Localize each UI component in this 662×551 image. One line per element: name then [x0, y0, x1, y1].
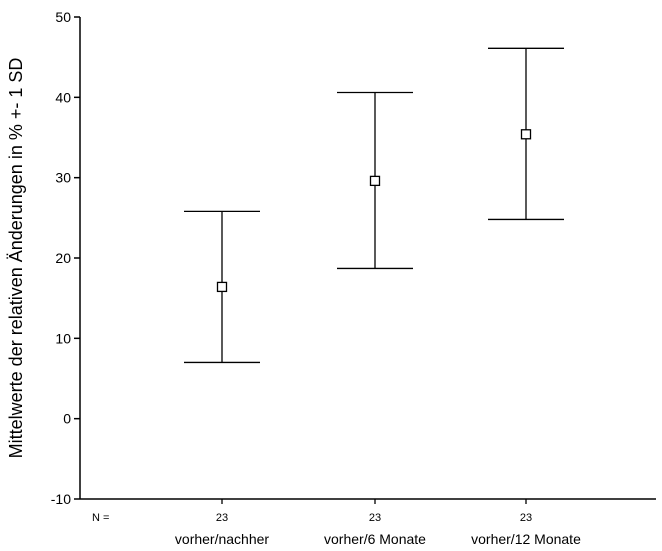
category-label: vorher/6 Monate	[324, 531, 426, 547]
y-tick-label: 0	[63, 411, 71, 427]
y-ticks: -10 0 10 20 30 40 50	[51, 9, 80, 507]
y-tick-label: 40	[55, 89, 71, 105]
y-tick-label: -10	[51, 491, 71, 507]
y-tick-label: 50	[55, 9, 71, 25]
category-label: vorher/nachher	[175, 531, 270, 547]
mean-marker	[369, 175, 381, 187]
error-bars	[184, 47, 564, 364]
n-value-label: 23	[369, 512, 381, 524]
axes	[79, 17, 656, 500]
x-labels: 23 vorher/nachher 23 vorher/6 Monate 23 vorhe…	[175, 499, 581, 547]
n-value-label: 23	[520, 512, 532, 524]
y-axis-title: Mittelwerte der relativen Änderungen in …	[6, 58, 26, 459]
y-tick-label: 30	[55, 170, 71, 186]
mean-marker	[520, 129, 532, 140]
category-label: vorher/12 Monate	[471, 531, 581, 547]
y-tick-label: 20	[55, 250, 71, 266]
mean-marker	[216, 281, 228, 293]
n-label: N =	[92, 512, 109, 524]
n-value-label: 23	[216, 512, 228, 524]
y-tick-label: 10	[55, 330, 71, 346]
